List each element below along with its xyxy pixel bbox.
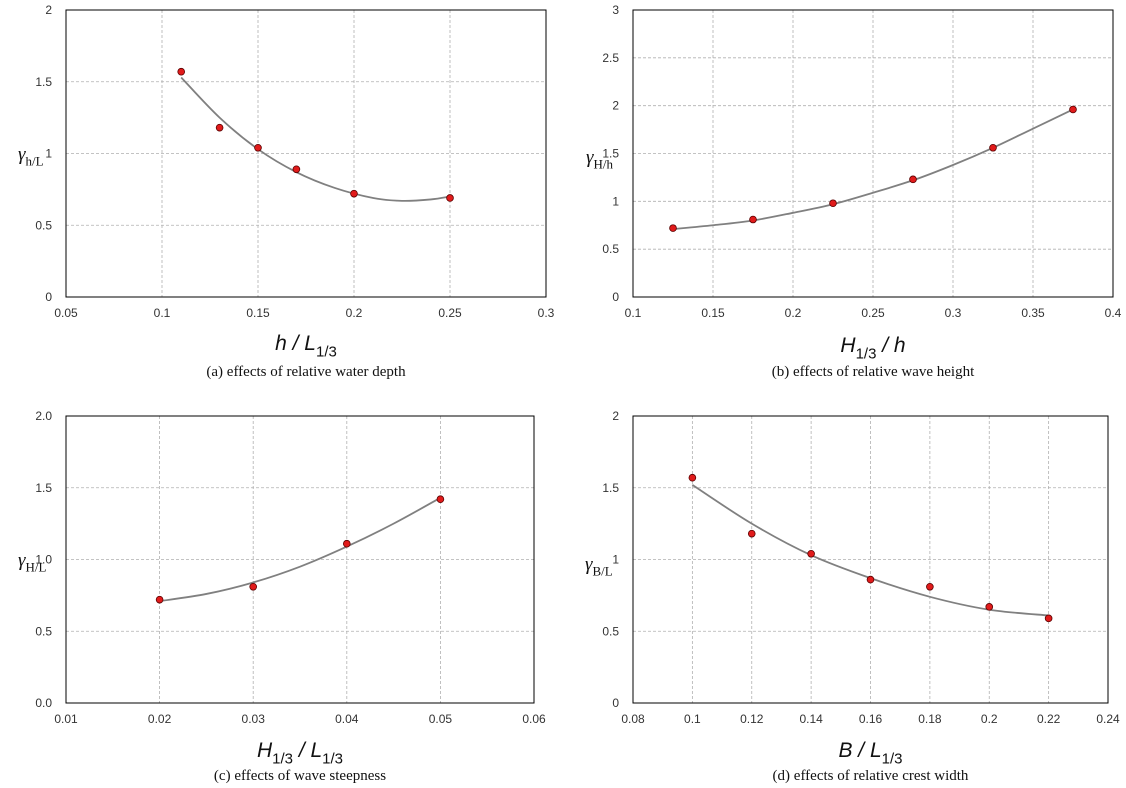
x-tick-label: 0.04 <box>335 712 359 726</box>
x-tick-label: 0.18 <box>918 712 942 726</box>
x-tick-label: 0.08 <box>621 712 645 726</box>
data-point <box>215 123 224 132</box>
y-tick-label: 0.5 <box>602 624 619 638</box>
y-tick-label: 0.5 <box>35 624 52 638</box>
x-tick-label: 0.25 <box>438 306 462 320</box>
data-point <box>909 175 917 184</box>
x-tick-label: 0.02 <box>148 712 172 726</box>
data-point <box>669 224 677 232</box>
chart-panel-c: 0.01 0.02 0.03 0.04 0.05 0.06 0.0 0.5 1.0 1.5 2.0 γ… <box>18 409 546 784</box>
y-tick-label: 0.5 <box>602 242 619 256</box>
x-tick-label: 0.05 <box>54 306 78 320</box>
data-point <box>926 582 934 591</box>
y-tick-label: 1.5 <box>602 147 619 161</box>
y-axis-label: γh/L <box>18 144 44 169</box>
panel-caption: (d) effects of relative crest width <box>773 768 969 784</box>
plot-area-frame <box>632 9 1114 298</box>
data-point <box>749 215 757 224</box>
x-tick-label: 0.01 <box>54 712 78 726</box>
x-axis-label: B / L1/3 <box>838 739 902 767</box>
y-tick-label: 2.0 <box>35 409 52 423</box>
x-tick-label: 0.12 <box>740 712 764 726</box>
x-tick-label: 0.25 <box>861 306 885 320</box>
y-tick-label: 1 <box>612 194 619 208</box>
x-tick-label: 0.05 <box>429 712 453 726</box>
trendline <box>672 108 1074 230</box>
y-tick-label: 0.5 <box>35 218 52 232</box>
y-tick-label: 2 <box>45 3 52 17</box>
y-axis-label: γH/h <box>586 147 614 172</box>
y-tick-label: 1.5 <box>602 481 619 495</box>
data-point <box>350 189 358 198</box>
data-point <box>1069 105 1077 114</box>
y-tick-label: 2.5 <box>602 51 619 65</box>
data-point <box>436 495 445 504</box>
data-point <box>155 595 164 604</box>
x-tick-label: 0.35 <box>1021 306 1045 320</box>
x-tick-label: 0.3 <box>945 306 962 320</box>
x-tick-label: 0.1 <box>684 712 701 726</box>
x-tick-label: 0.1 <box>625 306 642 320</box>
data-point <box>1044 614 1053 623</box>
x-axis-label: H1/3 / h <box>840 334 905 362</box>
chart-panel-b: 0.1 0.15 0.2 0.25 0.3 0.35 0.4 0 0.5 1 1.5 2 2.5 3 γH/… <box>586 3 1122 380</box>
data-point <box>254 143 262 152</box>
y-tick-label: 1.5 <box>35 481 52 495</box>
y-tick-label: 0 <box>45 290 52 304</box>
data-point <box>807 549 815 558</box>
y-tick-label: 2 <box>612 409 619 423</box>
x-tick-label: 0.3 <box>538 306 555 320</box>
data-point <box>866 575 875 584</box>
x-tick-label: 0.2 <box>981 712 998 726</box>
x-tick-label: 0.2 <box>785 306 802 320</box>
y-tick-label: 1.5 <box>35 75 52 89</box>
chart-panel-a: 0.05 0.1 0.15 0.2 0.25 0.3 0 0.5 1 1.5 2 γh/L h / L1… <box>18 3 555 380</box>
trendline <box>180 76 451 202</box>
data-point <box>292 165 301 174</box>
y-tick-label: 0 <box>612 290 619 304</box>
data-point <box>747 529 756 538</box>
data-point <box>446 194 454 202</box>
data-point <box>985 603 994 611</box>
x-tick-label: 0.24 <box>1096 712 1120 726</box>
x-tick-label: 0.1 <box>154 306 171 320</box>
x-tick-label: 0.16 <box>859 712 883 726</box>
trendline <box>159 497 441 603</box>
data-point <box>249 582 258 591</box>
y-tick-label: 0 <box>612 696 619 710</box>
trendline <box>691 484 1049 617</box>
x-axis-label: H1/3 / L1/3 <box>257 739 343 767</box>
chart-panel-d: 0.08 0.1 0.12 0.14 0.16 0.18 0.2 0.22 0.24 0 0.5 1 1… <box>585 409 1120 784</box>
x-tick-label: 0.2 <box>346 306 363 320</box>
x-tick-label: 0.15 <box>701 306 725 320</box>
panel-caption: (a) effects of relative water depth <box>206 364 406 380</box>
y-axis-label: γH/L <box>18 550 47 575</box>
x-tick-label: 0.14 <box>799 712 823 726</box>
data-point <box>342 539 351 548</box>
y-tick-label: 1 <box>45 147 52 161</box>
data-point <box>177 67 186 76</box>
panel-caption: (c) effects of wave steepness <box>214 768 386 784</box>
x-tick-label: 0.06 <box>522 712 546 726</box>
x-tick-label: 0.15 <box>246 306 270 320</box>
x-axis-label: h / L1/3 <box>275 332 337 360</box>
data-point <box>989 143 997 152</box>
plot-area-frame <box>65 415 535 704</box>
y-tick-label: 0.0 <box>35 696 52 710</box>
data-point <box>829 199 837 208</box>
y-tick-label: 1.0 <box>35 553 52 567</box>
x-tick-label: 0.4 <box>1105 306 1122 320</box>
panel-caption: (b) effects of relative wave height <box>772 364 975 380</box>
y-tick-label: 2 <box>612 99 619 113</box>
plot-area-frame <box>65 9 547 298</box>
y-tick-label: 1 <box>612 553 619 567</box>
data-point <box>688 473 697 482</box>
plot-area-frame <box>632 415 1109 704</box>
x-tick-label: 0.22 <box>1037 712 1061 726</box>
y-tick-label: 3 <box>612 3 619 17</box>
y-axis-label: γB/L <box>585 554 613 579</box>
x-tick-label: 0.03 <box>242 712 266 726</box>
